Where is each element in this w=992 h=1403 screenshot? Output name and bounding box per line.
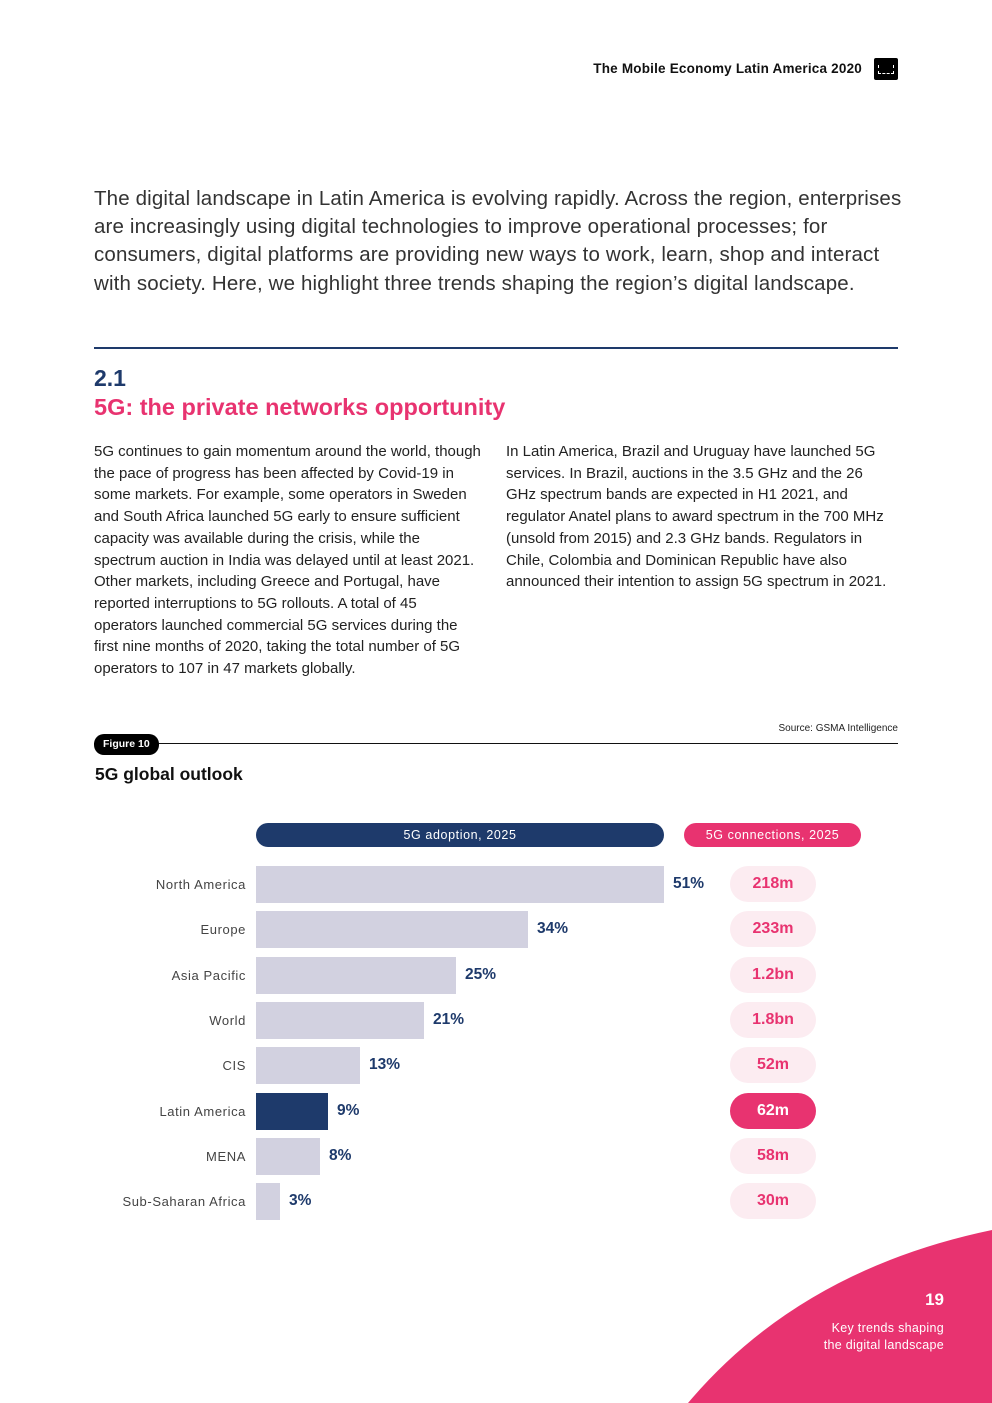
adoption-value-label: 34% [537, 920, 569, 937]
figure-source: Source: GSMA Intelligence [778, 723, 898, 734]
adoption-value-label: 3% [289, 1192, 312, 1209]
adoption-bar [256, 957, 456, 994]
row-label: Europe [200, 922, 246, 937]
adoption-bar [256, 1047, 360, 1084]
connections-pill: 218m [730, 866, 816, 902]
connections-pill: 62m [730, 1093, 816, 1129]
adoption-bar [256, 1093, 328, 1130]
adoption-bar [256, 866, 664, 903]
footer-section-label: Key trends shaping the digital landscape [744, 1320, 944, 1354]
intro-paragraph: The digital landscape in Latin America i… [94, 187, 902, 295]
adoption-bar [256, 1138, 320, 1175]
row-label: Latin America [159, 1104, 246, 1119]
connections-pill: 52m [730, 1047, 816, 1083]
adoption-value-label: 25% [465, 966, 497, 983]
connections-pill: 30m [730, 1183, 816, 1219]
footer-section-line1: Key trends shaping [831, 1321, 944, 1335]
section-divider [94, 347, 898, 349]
connections-pill: 233m [730, 911, 816, 947]
adoption-value-label: 9% [337, 1102, 360, 1119]
footer-section-line2: the digital landscape [823, 1338, 944, 1352]
figure-label: Figure 10 [94, 734, 159, 755]
running-header: The Mobile Economy Latin America 2020 [593, 61, 862, 76]
figure-title: 5G global outlook [95, 764, 243, 784]
adoption-header: 5G adoption, 2025 [256, 823, 664, 847]
connections-header: 5G connections, 2025 [684, 823, 861, 847]
connections-pill: 58m [730, 1138, 816, 1174]
row-label: MENA [206, 1149, 246, 1164]
adoption-value-label: 8% [329, 1147, 352, 1164]
connections-pill: 1.2bn [730, 957, 816, 993]
row-label: World [209, 1013, 246, 1028]
adoption-bar [256, 911, 528, 948]
body-column-right: In Latin America, Brazil and Uruguay hav… [506, 443, 887, 591]
page-number: 19 [925, 1290, 944, 1309]
section-number: 2.1 [94, 365, 126, 391]
adoption-bar [256, 1183, 280, 1220]
connections-pill: 1.8bn [730, 1002, 816, 1038]
row-label: Asia Pacific [171, 968, 246, 983]
corner-shape [688, 1230, 992, 1403]
row-label: CIS [222, 1058, 246, 1073]
adoption-bar [256, 1002, 424, 1039]
row-label: North America [155, 877, 246, 892]
figure-rule [94, 743, 898, 744]
adoption-value-label: 13% [369, 1056, 401, 1073]
adoption-value-label: 21% [433, 1011, 465, 1028]
gsma-logo-icon [874, 58, 898, 80]
section-title: 5G: the private networks opportunity [94, 394, 506, 420]
body-column-left: 5G continues to gain momentum around the… [94, 443, 481, 678]
row-label: Sub-Saharan Africa [122, 1194, 246, 1209]
adoption-value-label: 51% [673, 875, 705, 892]
